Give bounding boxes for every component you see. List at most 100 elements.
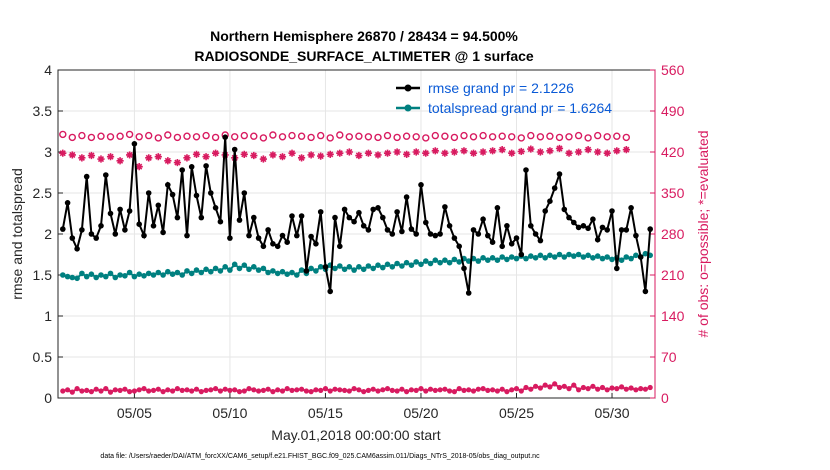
possible-obs-point [78,131,86,140]
low-obs-point [136,387,142,393]
evaluated-obs-point [250,151,258,160]
totalspread-point [184,268,190,274]
possible-obs-point [422,134,430,142]
rmse-point [571,219,577,226]
evaluated-obs-point [297,154,306,162]
rmse-point [289,213,295,219]
totalspread-point [623,254,630,260]
evaluated-obs-point [374,151,382,159]
rmse-point [594,236,601,243]
low-obs-point [327,388,333,394]
evaluated-obs-point [317,152,325,160]
low-obs-point [384,386,391,392]
low-obs-point [279,388,286,394]
low-obs-point [432,387,438,393]
rmse-point [561,206,568,213]
evaluated-obs-point [613,147,621,155]
possible-obs-point [230,133,239,141]
rmse-point [141,232,147,239]
evaluated-obs-point [498,146,506,154]
rmse-point [360,223,367,229]
totalspread-point [203,266,209,273]
possible-obs-point [393,133,401,142]
rmse-point [294,232,300,239]
rmse-point [231,146,238,153]
low-obs-point [303,388,309,394]
evaluated-obs-point [78,154,86,162]
totalspread-point [528,253,534,259]
totalspread-point [633,252,639,259]
low-obs-point [623,386,629,392]
low-obs-point [566,386,572,392]
y2-axis-label: # of obs: o=possible; *=evaluated [695,130,711,337]
possible-obs-point [527,131,535,140]
low-obs-point [466,387,472,393]
rmse-point [365,227,372,233]
totalspread-point [399,263,405,269]
rmse-point [489,239,496,245]
low-obs-point [107,389,114,395]
rmse-point [126,208,133,214]
rmse-point [265,227,271,233]
totalspread-point [609,256,615,263]
y2-tick-label: 140 [661,308,685,324]
low-obs-point [356,387,362,393]
possible-obs-point [460,131,468,140]
evaluated-obs-point [278,153,287,161]
totalspread-point [628,255,634,262]
totalspread-point [69,274,76,281]
possible-obs-point [508,133,516,141]
low-obs-point [236,389,243,395]
rmse-point [580,223,587,229]
rmse-point [628,205,634,211]
evaluated-obs-point [364,149,373,157]
rmse-point [446,223,453,229]
y2-tick-label: 560 [661,62,685,78]
totalspread-point [279,268,286,275]
low-obs-point [614,386,620,392]
totalspread-point [532,254,539,261]
low-obs-point [170,388,176,394]
rmse-point [255,235,262,241]
totalspread-point [356,264,362,270]
rmse-point [380,214,386,221]
low-obs-point [404,389,410,395]
possible-obs-point [288,131,296,140]
possible-obs-point [183,132,191,140]
rmse-point [599,224,606,231]
legend-rmse-marker [404,84,412,92]
low-obs-point [251,387,257,393]
low-obs-point [160,389,166,395]
rmse-point [160,229,166,236]
evaluated-obs-point [574,148,583,156]
evaluated-obs-point [355,151,363,160]
y-tick-label: 1.5 [33,267,53,283]
low-obs-point [208,387,214,393]
rmse-point [394,209,400,215]
low-obs-point [103,386,109,392]
totalspread-point [188,270,195,277]
low-obs-point [318,387,324,393]
y-tick-label: 2 [44,226,52,242]
totalspread-point [150,272,157,278]
totalspread-point [384,261,391,268]
possible-obs-point [431,131,439,140]
totalspread-point [451,256,458,263]
evaluated-obs-point [240,150,248,158]
rmse-point [642,288,649,295]
totalspread-point [341,266,348,273]
totalspread-point [537,252,544,259]
x-axis: 05/05 05/10 05/15 05/20 05/25 05/30 [117,393,630,421]
low-obs-point [332,386,338,392]
low-obs-point [246,386,252,392]
rmse-point [418,182,424,188]
evaluated-obs-point [269,151,277,159]
low-obs-point [265,386,271,392]
low-obs-point [394,388,400,394]
rmse-point [341,206,348,213]
totalspread-point [418,261,424,268]
totalspread-point [485,257,491,264]
rmse-point [169,191,176,198]
low-obs-point [155,386,161,392]
totalspread-point [227,267,233,273]
